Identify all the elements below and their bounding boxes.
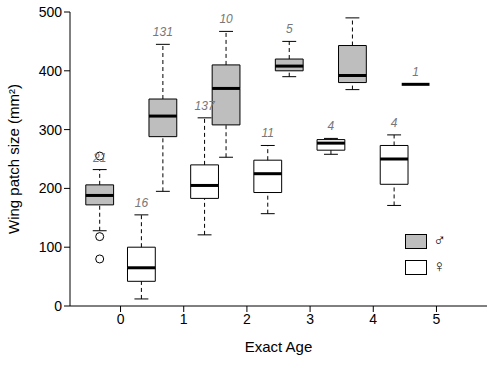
svg-text:4: 4 [391,116,398,130]
svg-text:21: 21 [92,151,106,165]
svg-text:137: 137 [195,99,216,113]
svg-text:10: 10 [219,12,233,26]
svg-text:1: 1 [412,65,419,79]
svg-text:0: 0 [54,298,62,314]
svg-text:Wing patch size (mm²): Wing patch size (mm²) [8,84,22,234]
svg-text:3: 3 [306,311,314,327]
svg-text:4: 4 [328,119,335,133]
svg-text:5: 5 [433,311,441,327]
svg-text:1: 1 [180,311,188,327]
svg-text:5: 5 [286,22,293,36]
svg-text:131: 131 [153,25,173,39]
svg-text:200: 200 [39,180,63,196]
svg-text:4: 4 [349,12,356,13]
svg-text:2: 2 [243,311,251,327]
svg-text:16: 16 [135,196,149,210]
svg-text:500: 500 [39,4,63,20]
svg-text:4: 4 [369,311,377,327]
svg-text:400: 400 [39,63,63,79]
svg-text:0: 0 [117,311,125,327]
svg-text:Exact Age: Exact Age [245,338,313,355]
svg-text:100: 100 [39,239,63,255]
svg-text:300: 300 [39,122,63,138]
svg-text:11: 11 [262,126,274,140]
